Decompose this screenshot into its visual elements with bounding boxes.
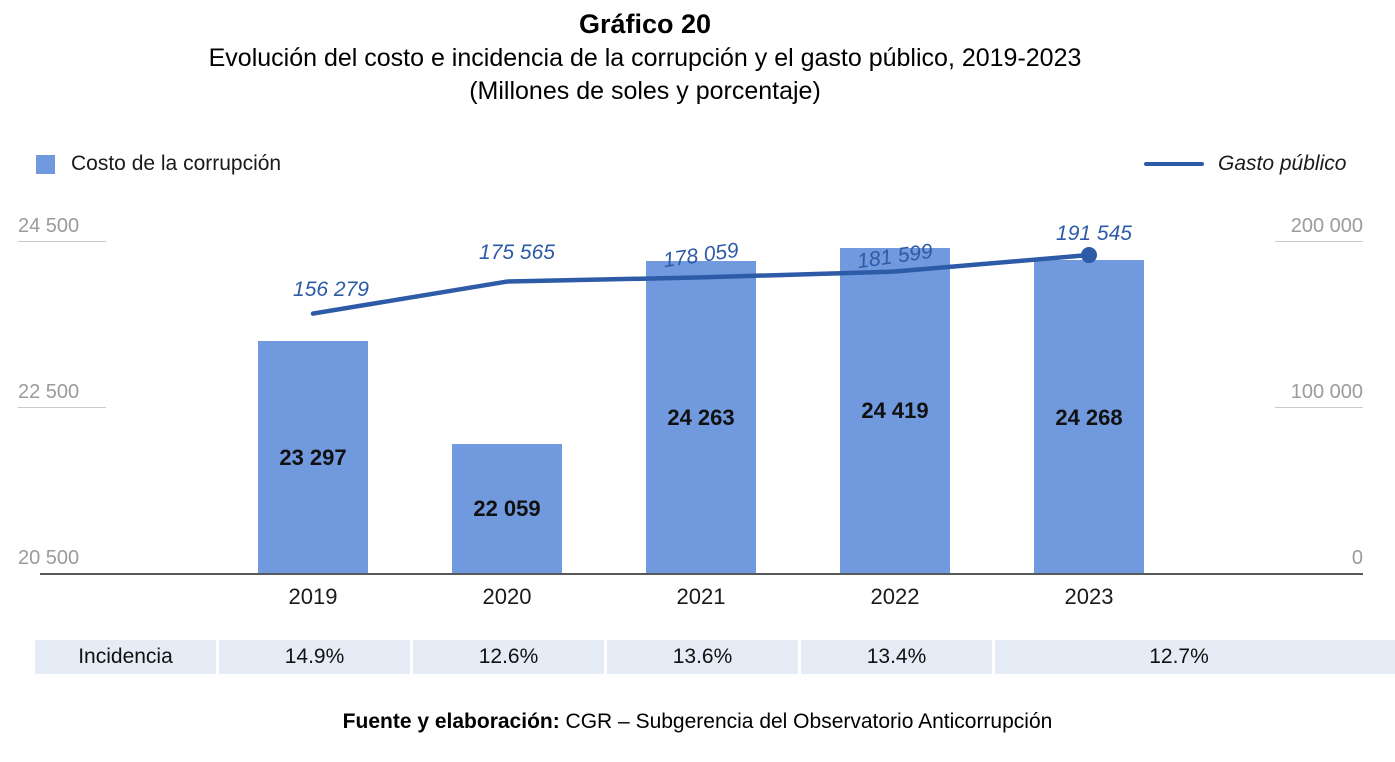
incidence-cell-2023: 12.7% — [995, 640, 1395, 674]
bar-value-label: 22 059 — [473, 496, 541, 522]
legend-line: Gasto público — [1144, 152, 1346, 176]
chart-title: Gráfico 20 — [578, 9, 712, 39]
source-note: Fuente y elaboración: CGR – Subgerencia … — [0, 710, 1395, 734]
x-axis-category-label: 2021 — [676, 584, 726, 609]
legend-line-label: Gasto público — [1218, 152, 1347, 175]
right-axis-tick-label: 100 000 — [1290, 381, 1363, 403]
x-axis-line — [40, 573, 1363, 575]
bar-2019 — [258, 340, 368, 573]
line-value-label: 156 279 — [293, 277, 369, 301]
chart-unit-note: (Millones de soles y porcentaje) — [469, 77, 821, 105]
bar-series-swatch-icon — [36, 154, 55, 174]
legend-bars-label: Costo de la corrupción — [71, 152, 282, 175]
bar-2020 — [452, 443, 562, 573]
left-axis-tick-label: 22 500 — [18, 381, 80, 403]
bar-value-label: 24 268 — [1055, 404, 1123, 430]
right-axis-tick-label: 0 — [1351, 547, 1363, 569]
right-axis-tick-label: 200 000 — [1290, 215, 1363, 237]
chart-subtitle: Evolución del costo e incidencia de la c… — [208, 44, 1082, 72]
left-axis-tick-mark — [18, 241, 106, 242]
line-value-label: 191 545 — [1056, 222, 1132, 246]
left-axis-tick-mark — [18, 407, 106, 408]
right-axis-tick-mark — [1275, 241, 1363, 242]
bar-value-label: 24 263 — [667, 404, 735, 430]
left-axis-tick-label: 20 500 — [18, 547, 80, 569]
incidence-row-label: Incidencia — [35, 640, 216, 674]
chart-header: Gráfico 20 Evolución del costo e inciden… — [0, 6, 1290, 108]
line-series-swatch-icon — [1144, 162, 1204, 166]
bar-value-label: 24 419 — [861, 398, 929, 424]
right-axis-tick-mark — [1275, 407, 1363, 408]
left-axis-tick-label: 24 500 — [18, 215, 80, 237]
bar-value-label: 23 297 — [279, 444, 347, 470]
incidence-cell-2021: 13.6% — [607, 640, 798, 674]
x-axis-category-label: 2023 — [1064, 584, 1114, 609]
x-axis-category-label: 2022 — [870, 584, 920, 609]
incidence-cell-2022: 13.4% — [801, 640, 992, 674]
x-axis-category-label: 2020 — [482, 584, 532, 609]
incidence-cell-2019: 14.9% — [219, 640, 410, 674]
line-value-label: 175 565 — [479, 240, 555, 264]
source-text: CGR – Subgerencia del Observatorio Antic… — [559, 710, 1053, 733]
legend-bars: Costo de la corrupción — [36, 152, 281, 176]
x-axis-category-label: 2019 — [288, 584, 338, 609]
source-label: Fuente y elaboración: — [342, 710, 560, 733]
incidence-cell-2020: 12.6% — [413, 640, 604, 674]
